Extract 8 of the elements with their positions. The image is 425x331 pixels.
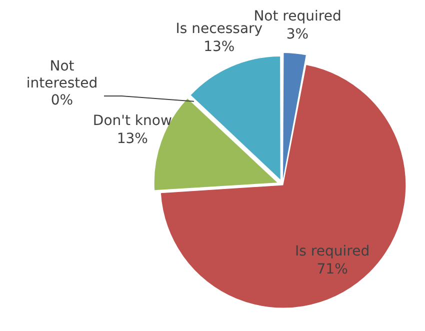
category-label: Not interested [26, 58, 98, 92]
data-label: 71% [316, 262, 348, 278]
text: 0% [50, 92, 74, 109]
data-label: 3% [286, 26, 309, 42]
data-label: 13% [116, 131, 148, 148]
data-label: 13% [204, 38, 235, 55]
slice-label: Don't know [92, 113, 172, 130]
slice-label: Is required [295, 244, 370, 260]
